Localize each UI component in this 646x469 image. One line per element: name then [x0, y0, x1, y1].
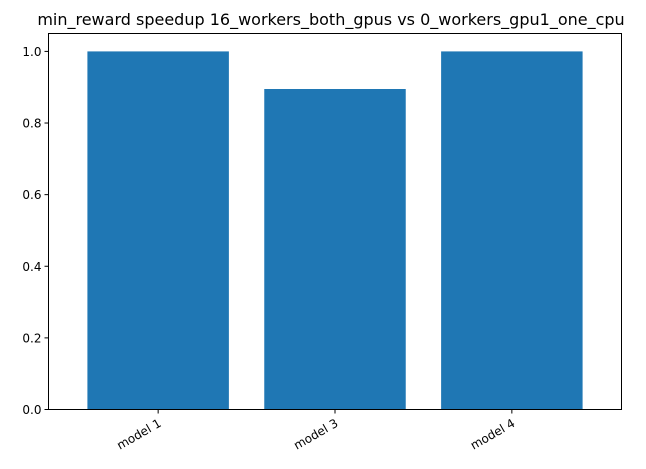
y-tick-label: 0.8: [22, 117, 41, 131]
plot-frame: [48, 33, 622, 410]
x-tick-label: model 1: [114, 416, 163, 453]
bars: [87, 51, 583, 410]
y-axis: 0.0 0.2 0.4 0.6 0.8 1.0: [22, 45, 49, 417]
x-tick-label: model 3: [291, 416, 340, 453]
bar-model-4: [441, 51, 583, 410]
y-tick-label: 0.4: [22, 260, 41, 274]
chart-title: min_reward speedup 16_workers_both_gpus …: [37, 10, 624, 30]
y-tick-label: 0.6: [22, 188, 41, 202]
y-tick-label: 0.2: [22, 331, 41, 345]
y-tick-label: 0.0: [22, 403, 41, 417]
x-tick-label: model 4: [468, 416, 517, 453]
y-tick-label: 1.0: [22, 45, 41, 59]
bar-model-1: [87, 51, 229, 410]
x-axis: model 1 model 3 model 4: [114, 409, 517, 453]
bar-model-3: [264, 89, 406, 410]
